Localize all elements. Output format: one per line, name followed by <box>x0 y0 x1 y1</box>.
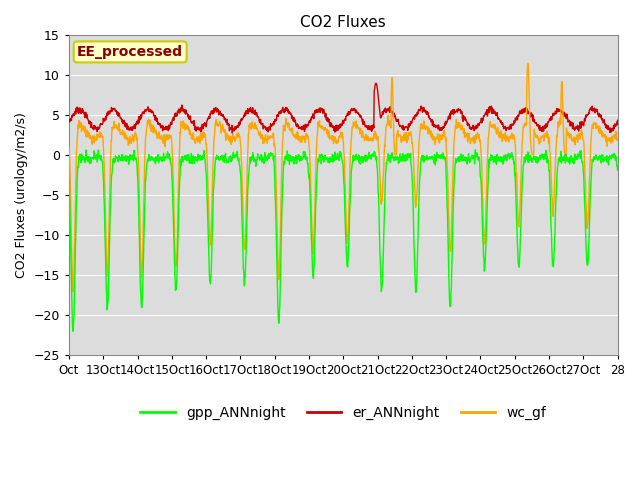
Text: EE_processed: EE_processed <box>77 45 183 59</box>
Legend: gpp_ANNnight, er_ANNnight, wc_gf: gpp_ANNnight, er_ANNnight, wc_gf <box>135 400 552 425</box>
Y-axis label: CO2 Fluxes (urology/m2/s): CO2 Fluxes (urology/m2/s) <box>15 112 28 278</box>
Title: CO2 Fluxes: CO2 Fluxes <box>300 15 386 30</box>
